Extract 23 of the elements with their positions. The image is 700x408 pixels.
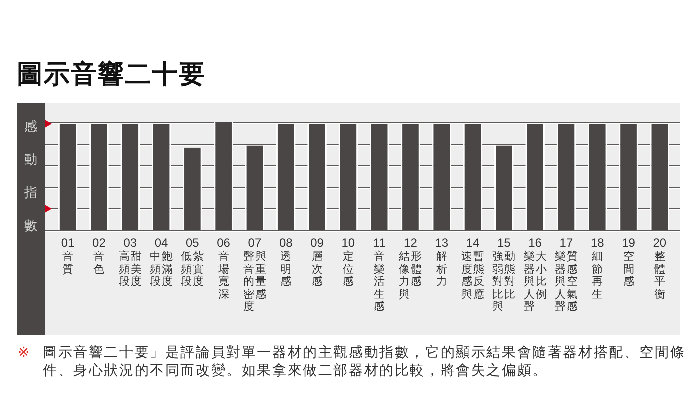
- category-label: 03 高頻段甜美度: [118, 236, 142, 288]
- x-tick-label: 11 音樂活生感: [373, 236, 386, 314]
- x-tick-label: 13 解析力: [435, 236, 449, 289]
- category-label: 12 結像力與形體感: [399, 236, 422, 301]
- category-label: 14 速度感與暫態反應: [462, 236, 485, 301]
- x-tick-label: 08 透明感: [279, 236, 293, 289]
- text: ※ 圖示音響二十要」是評論員對單一器材的主觀感動指數，它的顯示結果會隨著器材搭配、空間條件、身心狀況的不同而改變。如果拿來做二部器材的比較，將會失之偏頗。: [18, 343, 687, 379]
- category-label: 04 中頻段飽滿度: [150, 236, 174, 288]
- category-label: 15 強弱對比與動態對比: [492, 236, 516, 314]
- category-label: 07 聲音的密度與重量感: [243, 236, 266, 314]
- x-tick-label: 18 細節再生: [590, 236, 604, 302]
- x-tick-label: 09 層次感: [310, 236, 324, 289]
- category-label: 16 樂器與人聲大小比例: [524, 236, 547, 314]
- x-tick-label: 10 定位感: [342, 236, 356, 289]
- category-label: 05 低頻段紮實度: [181, 236, 204, 288]
- x-tick-label: 01 音質: [61, 236, 75, 276]
- x-tick-label: 19 空間感: [622, 236, 636, 289]
- x-tick-label: 02 音色: [92, 236, 106, 276]
- x-tick-label: 06 音場寬深: [217, 236, 230, 302]
- x-tick-label: 20 整體平衡: [653, 236, 667, 302]
- chart-title: 圖示音響二十要: [17, 58, 206, 91]
- category-label: 17 樂器與人聲質感空氣感: [554, 236, 578, 314]
- text: 感動指數: [24, 119, 38, 233]
